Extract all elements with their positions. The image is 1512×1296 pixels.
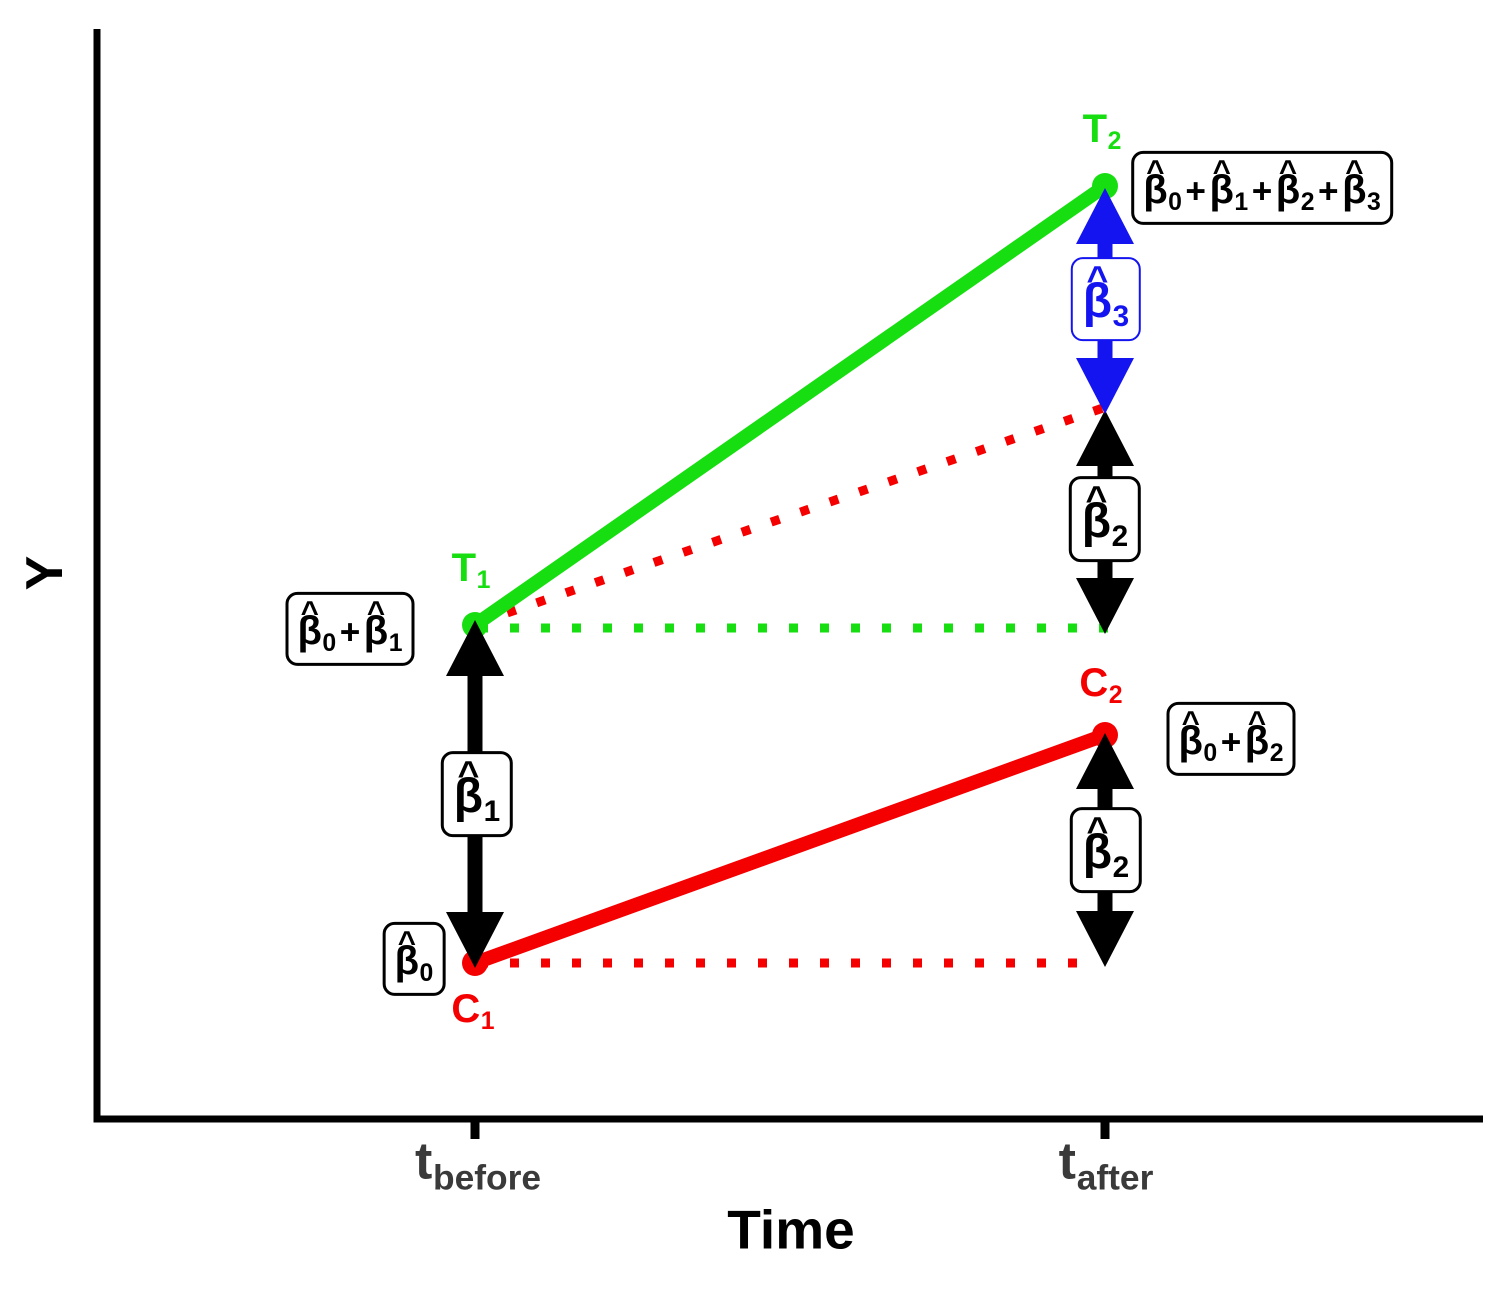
intercept-plus-beta1-box: ^ β0 + ^ β1 [285,591,415,667]
x-tick-label-before: tbefore [414,1132,542,1198]
intercept-plus-beta2-box: ^ β0 + ^ β2 [1166,701,1296,777]
point-label-T2: T2 [1082,106,1122,156]
x-axis-label: Time [727,1198,855,1261]
beta2-upper-label-box: ^ β2 [1068,476,1142,562]
point-T2 [1092,173,1118,199]
point-label-T1: T1 [451,545,491,595]
beta1-label-box: ^ β1 [440,751,514,837]
treatment-line [468,179,1112,632]
full-sum-box: ^ β0 + ^ β1 + ^ β2 + ^ β3 [1131,150,1393,226]
axes-spine [93,29,1483,1123]
intercept-box: ^ β0 [382,921,446,997]
beta1-arrow-head-down [446,912,504,968]
beta2-lower-label-box: ^ β2 [1069,807,1143,893]
point-label-C1: C1 [451,986,495,1036]
beta1-arrow-head-up [446,620,504,676]
beta2-lower-arrow-head-up [1076,733,1134,789]
beta3-label-box: ^ β3 [1070,257,1142,341]
beta2-lower-arrow-head-down [1076,911,1134,967]
x-tick-label-after: tafter [1058,1132,1154,1198]
beta3-arrow-head-down [1076,358,1134,414]
beta3-arrow-head-up [1076,188,1134,244]
beta2-upper-arrow-head-up [1076,410,1134,466]
point-label-C2: C2 [1079,660,1123,710]
control-line [468,728,1112,970]
y-axis-label: Y [16,555,74,591]
beta2-upper-arrow-head-down [1076,578,1134,634]
counterfactual-dotted-line [476,403,1105,628]
